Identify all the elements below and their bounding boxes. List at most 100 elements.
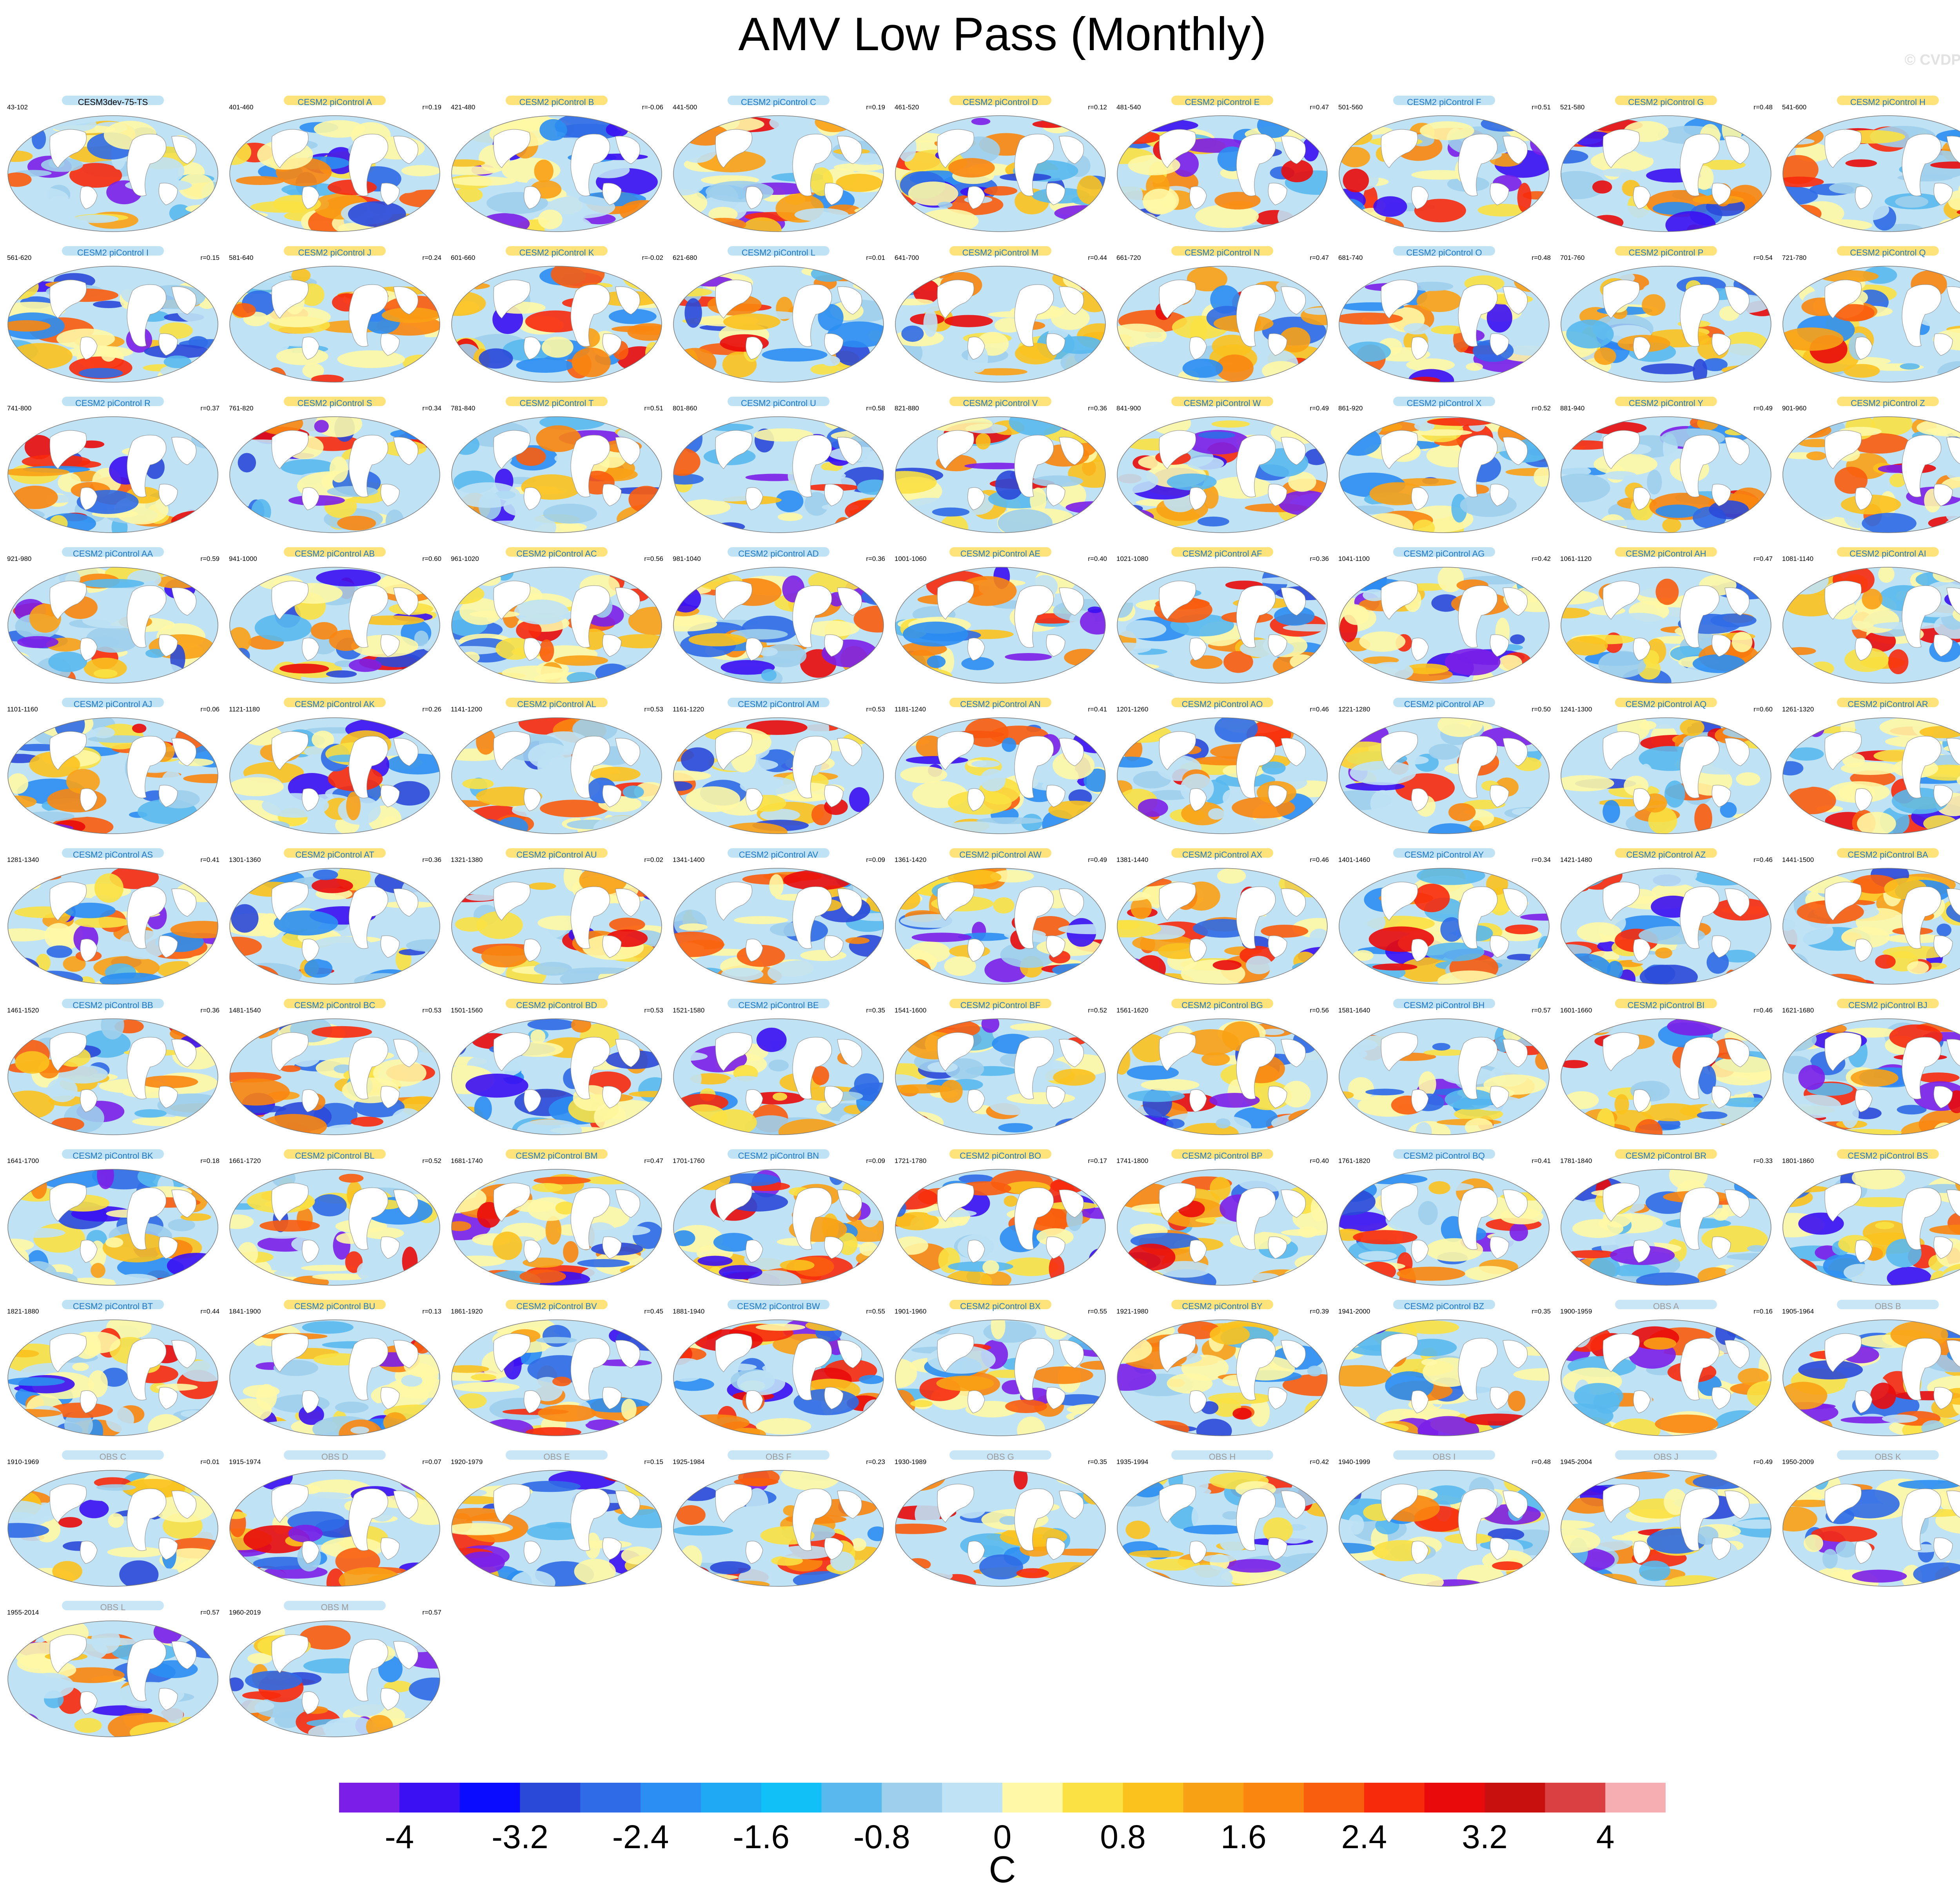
- panel-correlation: r=0.52: [1532, 405, 1551, 412]
- map-globe: [1561, 96, 1771, 232]
- map-panel: CESM2 piControl D 461-520 r=0.12: [891, 93, 1110, 234]
- colorbar-tick-label: 4: [1596, 1818, 1615, 1855]
- colorbar-swatch: [399, 1783, 460, 1813]
- panel-period: 1935-1994: [1116, 1458, 1149, 1466]
- panel-correlation: r=0.34: [422, 405, 441, 412]
- map-panel: CESM2 piControl E 481-540 r=0.47: [1112, 93, 1332, 234]
- panel-period: 1960-2019: [229, 1609, 261, 1616]
- panel-correlation: r=0.40: [1088, 555, 1107, 562]
- map-globe: [229, 999, 440, 1135]
- title-band: [1171, 1450, 1273, 1460]
- title-band: [1393, 547, 1495, 557]
- colorbar-tick-label: -0.8: [853, 1818, 910, 1855]
- map-globe: [1117, 96, 1328, 232]
- panel-period: 1621-1680: [1782, 1007, 1814, 1014]
- map-panel: CESM2 piControl AB 941-1000 r=0.60: [225, 545, 445, 686]
- map-globe: [673, 547, 884, 684]
- title-band: [284, 96, 386, 105]
- title-band: [949, 848, 1051, 858]
- colorbar-tick-label: -3.2: [492, 1818, 548, 1855]
- map-panel: CESM2 piControl BC 1481-1540 r=0.53: [225, 996, 445, 1138]
- title-band: [949, 397, 1051, 406]
- title-band: [62, 1300, 164, 1309]
- colorbar-swatch: [1485, 1783, 1545, 1813]
- map-globe: [1117, 397, 1328, 533]
- map-globe: [895, 1300, 1106, 1436]
- panel-correlation: r=0.45: [644, 1308, 663, 1315]
- map-panel: CESM2 piControl N 661-720 r=0.47: [1112, 244, 1332, 385]
- panel-period: 1661-1720: [229, 1157, 261, 1165]
- map-panel: CESM2 piControl BZ 1941-2000 r=0.35: [1334, 1297, 1554, 1439]
- map-globe: [1339, 547, 1550, 684]
- panel-correlation: r=0.57: [1532, 1007, 1551, 1014]
- map-panel: CESM2 piControl AT 1301-1360 r=0.36: [225, 846, 445, 987]
- map-globe: [1561, 246, 1771, 383]
- map-globe: [451, 547, 662, 684]
- map-panel: CESM2 piControl BV 1861-1920 r=0.45: [447, 1297, 666, 1439]
- map-panel: CESM2 piControl AQ 1241-1300 r=0.60: [1556, 695, 1776, 836]
- map-globe: [673, 96, 884, 232]
- map-globe: [673, 999, 884, 1135]
- panel-correlation: r=0.15: [200, 254, 220, 261]
- map-globe: [673, 1450, 884, 1587]
- title-band: [1615, 1300, 1717, 1309]
- panel-correlation: r=0.46: [1753, 856, 1773, 864]
- title-band: [1171, 547, 1273, 557]
- map-panel: CESM2 piControl AH 1061-1120 r=0.47: [1556, 545, 1776, 686]
- panel-correlation: r=0.57: [422, 1609, 441, 1616]
- map-panel: CESM2 piControl BK 1641-1700 r=0.18: [3, 1147, 223, 1288]
- map-globe: [673, 1300, 884, 1436]
- panel-correlation: r=0.41: [1532, 1157, 1551, 1165]
- panel-correlation: r=0.15: [644, 1458, 663, 1466]
- panel-correlation: r=0.49: [1753, 405, 1773, 412]
- map-globe: [1339, 848, 1550, 985]
- colorbar-swatch: [882, 1783, 942, 1813]
- panel-period: 1001-1060: [895, 555, 927, 562]
- title-band: [506, 547, 608, 557]
- map-globe: [1339, 698, 1550, 834]
- map-globe: [1782, 1300, 1960, 1436]
- map-globe: [895, 246, 1106, 383]
- panel-period: 1950-2009: [1782, 1458, 1814, 1466]
- panel-period: 581-640: [229, 254, 254, 261]
- title-band: [1393, 999, 1495, 1008]
- map-globe: [673, 397, 884, 533]
- panel-correlation: r=0.19: [422, 103, 441, 111]
- map-panel: CESM2 piControl BD 1501-1560 r=0.53: [447, 996, 666, 1138]
- panel-correlation: r=0.46: [1753, 1007, 1773, 1014]
- colorbar-swatch: [580, 1783, 641, 1813]
- map-panel: CESM2 piControl AC 961-1020 r=0.56: [447, 545, 666, 686]
- panel-correlation: r=0.33: [1753, 1157, 1773, 1165]
- panel-period: 421-480: [451, 103, 475, 111]
- map-panel: CESM2 piControl BN 1701-1760 r=0.09: [669, 1147, 888, 1288]
- panel-correlation: r=0.51: [644, 405, 663, 412]
- title-band: [62, 999, 164, 1008]
- panel-period: 43-102: [7, 103, 28, 111]
- title-band: [728, 1300, 829, 1309]
- map-globe: [1782, 1450, 1960, 1587]
- panel-correlation: r=0.01: [200, 1458, 220, 1466]
- map-panel: CESM2 piControl BO 1721-1780 r=0.17: [891, 1147, 1110, 1288]
- panel-correlation: r=0.09: [866, 856, 885, 864]
- panel-correlation: r=0.44: [1088, 254, 1107, 261]
- map-panel: OBS E 1920-1979 r=0.15: [447, 1448, 666, 1589]
- panel-period: 1381-1440: [1116, 856, 1149, 864]
- panel-period: 1881-1940: [673, 1308, 705, 1315]
- panel-correlation: r=0.46: [1310, 706, 1329, 713]
- map-globe: [895, 96, 1106, 232]
- panel-period: 841-900: [1116, 405, 1141, 412]
- panel-period: 541-600: [1782, 103, 1807, 111]
- title-band: [284, 1149, 386, 1159]
- colorbar-units: C: [989, 1849, 1016, 1891]
- panel-correlation: r=0.49: [1088, 856, 1107, 864]
- panel-period: 1921-1980: [1116, 1308, 1149, 1315]
- colorbar-swatch: [1304, 1783, 1365, 1813]
- map-panel: CESM2 piControl AO 1201-1260 r=0.46: [1112, 695, 1332, 836]
- map-globe: [1117, 999, 1328, 1135]
- map-panel: CESM2 piControl AV 1341-1400 r=0.09: [669, 846, 888, 987]
- panel-correlation: r=0.06: [200, 706, 220, 713]
- colorbar-swatch: [821, 1783, 882, 1813]
